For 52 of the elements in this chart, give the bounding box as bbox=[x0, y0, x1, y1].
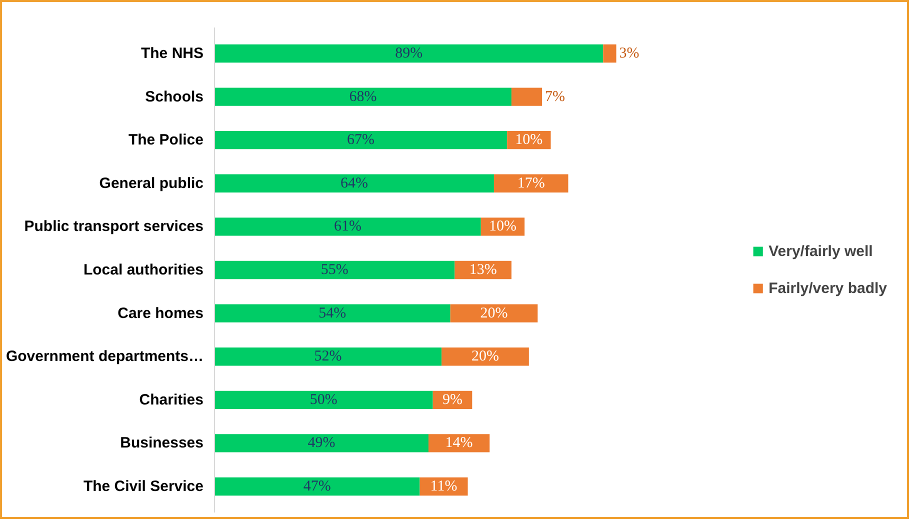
bar bbox=[450, 304, 538, 322]
bar bbox=[214, 260, 455, 280]
bar bbox=[214, 434, 428, 452]
data-label: 64% bbox=[340, 175, 368, 192]
y-tick-label: Charities bbox=[139, 391, 204, 408]
data-label: 3% bbox=[619, 45, 640, 62]
y-tick-label: Government departments… bbox=[6, 348, 204, 366]
data-label: 68% bbox=[349, 88, 377, 105]
bar bbox=[603, 44, 616, 63]
data-label: 20% bbox=[480, 305, 508, 322]
y-tick-label: Local authorities bbox=[83, 262, 204, 278]
data-label: 47% bbox=[303, 478, 331, 495]
data-label: 50% bbox=[310, 392, 338, 408]
legend-label: Very/fairly well bbox=[768, 242, 873, 260]
data-label: 67% bbox=[347, 132, 375, 148]
y-tick-label: The Civil Service bbox=[83, 478, 204, 496]
data-label: 13% bbox=[469, 262, 497, 278]
bar bbox=[214, 390, 433, 410]
bar bbox=[511, 88, 542, 106]
bar bbox=[214, 174, 494, 192]
bar bbox=[442, 348, 529, 366]
bar bbox=[428, 434, 490, 452]
data-label: 17% bbox=[517, 175, 545, 192]
legend-label: Fairly/very badly bbox=[768, 280, 887, 296]
y-tick-label: General public bbox=[99, 174, 204, 192]
data-label: 14% bbox=[445, 435, 473, 452]
data-label: 20% bbox=[472, 348, 500, 365]
data-label: 10% bbox=[515, 132, 543, 148]
y-tick-label: Schools bbox=[145, 88, 204, 106]
bar bbox=[214, 44, 604, 63]
y-tick-label: The Police bbox=[128, 132, 204, 149]
data-label: 9% bbox=[442, 392, 463, 408]
bar bbox=[494, 174, 568, 192]
bar bbox=[214, 218, 481, 236]
y-tick-label: Public transport services bbox=[24, 218, 204, 236]
data-label: 89% bbox=[395, 45, 423, 62]
data-label: 61% bbox=[334, 218, 362, 235]
data-label: 55% bbox=[320, 262, 348, 278]
data-label: 10% bbox=[488, 218, 516, 235]
bar bbox=[214, 304, 450, 322]
bar bbox=[214, 88, 512, 106]
bar bbox=[214, 130, 508, 150]
y-tick-label: Businesses bbox=[120, 434, 204, 452]
y-tick-label: Care homes bbox=[118, 304, 204, 322]
y-tick-label: The NHS bbox=[140, 44, 204, 62]
bar bbox=[214, 348, 442, 366]
data-label: 52% bbox=[314, 348, 342, 365]
data-label: 54% bbox=[318, 305, 346, 322]
data-label: 49% bbox=[308, 435, 336, 452]
data-label: 7% bbox=[545, 88, 566, 105]
bar bbox=[214, 477, 420, 496]
data-label: 11% bbox=[430, 478, 458, 495]
